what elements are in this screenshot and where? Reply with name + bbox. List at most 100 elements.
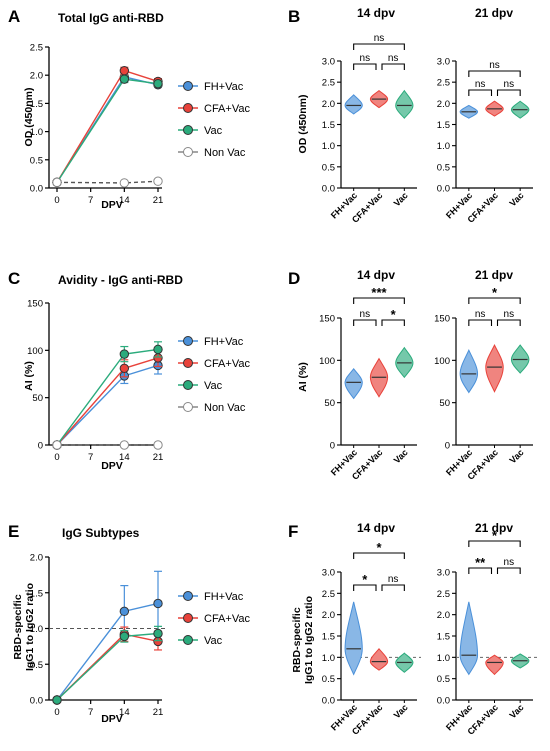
significance-bracket (381, 584, 405, 591)
y-tick-label: 0 (38, 441, 43, 452)
y-tick-label: 0.5 (437, 674, 450, 685)
y-tick-label: 0 (330, 441, 335, 452)
chart-a-ylabel: OD (450nm) (23, 88, 35, 147)
significance-bracket (381, 63, 405, 70)
significance-label: ns (374, 33, 385, 44)
significance-bracket (353, 584, 377, 591)
x-tick-label: Vac (508, 702, 526, 720)
significance-bracket (353, 297, 405, 304)
data-point-vac (153, 78, 163, 89)
data-point-vac (52, 695, 62, 705)
y-tick-label: 2.0 (30, 71, 43, 82)
violin-vac (395, 89, 414, 119)
x-tick-label: Vac (508, 190, 526, 208)
chart-f-right-title: 21 dpv (475, 521, 513, 535)
y-tick-label: 100 (27, 346, 43, 357)
x-tick-label: 21 (153, 452, 164, 463)
x-tick-label: 7 (88, 707, 93, 718)
y-tick-label: 2.0 (322, 99, 335, 110)
chart-e-ylabel-2: IgG1 to IgG2 ratio (24, 583, 36, 671)
significance-bracket (353, 43, 405, 50)
significance-bracket (496, 567, 521, 574)
panel-d-label: D (288, 269, 300, 288)
violin-cfa (485, 343, 504, 393)
data-point-nonvac (119, 178, 130, 188)
legend-marker-cfa (183, 613, 193, 623)
y-tick-label: 0.5 (322, 162, 335, 173)
significance-bracket (353, 319, 377, 326)
panel-b-label: B (288, 7, 300, 26)
chart-c-ylabel: AI (%) (23, 361, 35, 391)
data-point-cfa (119, 363, 130, 374)
y-tick-label: 100 (319, 356, 335, 367)
data-point-nonvac (153, 440, 163, 450)
significance-label: *** (371, 285, 387, 300)
chart-b-ylabel: OD (450nm) (297, 95, 309, 154)
series-line-cfa (56, 357, 159, 446)
panel-a-label: A (8, 7, 20, 26)
chart-a-title: Total IgG anti-RBD (58, 11, 164, 25)
panel-e-label: E (8, 522, 19, 541)
chart-d-left-title: 14 dpv (357, 268, 395, 282)
panel-c-label: C (8, 269, 20, 288)
chart-d-ylabel: AI (%) (297, 362, 309, 392)
y-tick-label: 3.0 (437, 57, 450, 68)
x-tick-label: 7 (88, 452, 93, 463)
chart-f-ylabel-2: IgG1 to IgG2 ratio (303, 596, 315, 684)
significance-label: ns (504, 309, 515, 320)
x-tick-label: 21 (153, 195, 164, 206)
y-tick-label: 0.0 (322, 696, 335, 707)
y-tick-label: 1.5 (437, 632, 450, 643)
x-tick-label: 21 (153, 707, 164, 718)
y-tick-label: 2.5 (437, 78, 450, 89)
significance-label: ns (360, 53, 371, 64)
legend-label: FH+Vac (204, 591, 244, 603)
y-tick-label: 1.5 (322, 632, 335, 643)
x-tick-label: 0 (54, 707, 59, 718)
legend-marker-vac (183, 635, 193, 645)
data-point-vac (153, 628, 163, 639)
chart-d-right-title: 21 dpv (475, 268, 513, 282)
chart-f-left-title: 14 dpv (357, 521, 395, 535)
legend-marker-fh (183, 81, 193, 91)
data-point-vac (119, 631, 130, 642)
legend-label: Vac (204, 380, 223, 392)
y-tick-label: 1.0 (30, 127, 43, 138)
x-tick-label: Vac (508, 447, 526, 465)
y-tick-label: 0.5 (322, 674, 335, 685)
x-tick-label: 0 (54, 452, 59, 463)
data-point-vac (119, 349, 130, 359)
data-point-cfa (119, 65, 130, 76)
y-tick-label: 3.0 (322, 57, 335, 68)
legend-label: Vac (204, 125, 223, 137)
significance-bracket (496, 89, 521, 96)
legend-label: Vac (204, 635, 223, 647)
significance-label: ** (475, 555, 486, 570)
chart-c-xlabel: DPV (101, 460, 123, 472)
data-point-nonvac (52, 440, 62, 450)
significance-label: ns (475, 309, 486, 320)
y-tick-label: 1.0 (322, 141, 335, 152)
y-tick-label: 1.0 (437, 141, 450, 152)
y-tick-label: 150 (319, 314, 335, 325)
violin-fh (459, 601, 479, 676)
significance-bracket (468, 297, 521, 304)
data-point-vac (153, 344, 163, 355)
legend-label: CFA+Vac (204, 103, 250, 115)
y-tick-label: 2.5 (30, 43, 43, 54)
violin-fh (344, 367, 363, 400)
series-line-fh (56, 76, 159, 183)
significance-label: ns (388, 53, 399, 64)
y-tick-label: 1.5 (30, 588, 43, 599)
series-line-cfa (56, 633, 159, 701)
chart-e-xlabel: DPV (101, 713, 123, 725)
significance-label: ns (388, 574, 399, 585)
y-tick-label: 0.0 (30, 696, 43, 707)
significance-label: * (492, 285, 498, 300)
x-tick-label: Vac (392, 702, 410, 720)
y-tick-label: 3.0 (437, 568, 450, 579)
x-tick-label: Vac (392, 190, 410, 208)
data-point-nonvac (119, 440, 130, 450)
significance-label: ns (475, 79, 486, 90)
y-tick-label: 50 (324, 398, 335, 409)
